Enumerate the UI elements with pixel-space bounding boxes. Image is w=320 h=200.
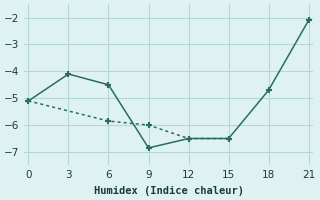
X-axis label: Humidex (Indice chaleur): Humidex (Indice chaleur) — [93, 186, 244, 196]
